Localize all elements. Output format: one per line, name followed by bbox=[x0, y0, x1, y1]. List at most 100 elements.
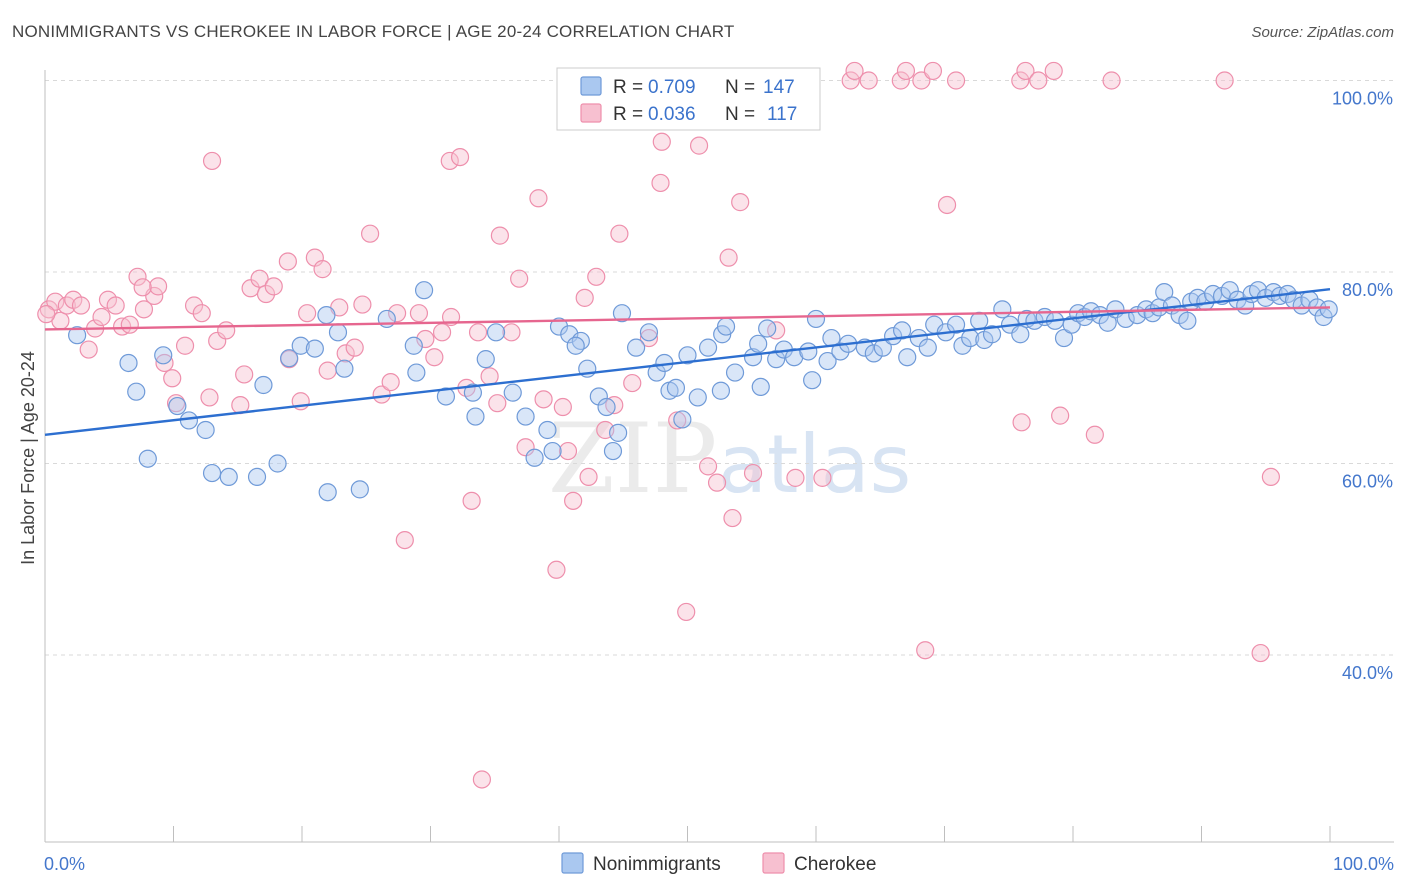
cherokee-point bbox=[318, 361, 337, 380]
nonimmigrants-point bbox=[758, 319, 777, 338]
correlation-legend: R = 0.709 N = 147 R = 0.036 N = 117 bbox=[556, 67, 821, 131]
nonimmigrants-point bbox=[751, 377, 770, 396]
cherokee-point bbox=[813, 468, 832, 487]
cherokee-point bbox=[510, 269, 529, 288]
cherokee-point bbox=[743, 463, 763, 483]
cherokee-point bbox=[409, 304, 429, 323]
bottom-legend-label-nonimmigrants: Nonimmigrants bbox=[593, 854, 721, 875]
nonimmigrants-point bbox=[317, 305, 336, 325]
cherokee-point bbox=[668, 411, 687, 430]
legend-n-value-nonimmigrants: 147 bbox=[763, 77, 795, 98]
nonimmigrants-point bbox=[503, 383, 522, 402]
cherokee-point bbox=[37, 305, 56, 324]
nonimmigrants-point bbox=[993, 300, 1012, 319]
nonimmigrants-point bbox=[560, 325, 579, 344]
cherokee-point bbox=[256, 284, 276, 304]
nonimmigrants-point bbox=[328, 323, 348, 342]
nonimmigrants-point bbox=[154, 346, 173, 365]
nonimmigrants-point bbox=[597, 397, 616, 417]
cherokee-point bbox=[610, 224, 629, 243]
cherokee-point bbox=[1011, 71, 1030, 90]
bottom-legend-swatch-cherokee bbox=[762, 852, 785, 874]
cherokee-point bbox=[553, 397, 572, 417]
nonimmigrants-point bbox=[818, 351, 837, 371]
cherokee-point bbox=[1044, 61, 1063, 81]
nonimmigrants-point bbox=[898, 348, 917, 367]
cherokee-point bbox=[1029, 71, 1048, 90]
cherokee-point bbox=[1261, 467, 1280, 487]
source-label: Source: ZipAtlas.com bbox=[1251, 24, 1394, 41]
cherokee-point bbox=[71, 296, 91, 315]
cherokee-point bbox=[361, 224, 380, 243]
nonimmigrants-point bbox=[612, 304, 632, 323]
legend-n-label-2: N = bbox=[725, 104, 755, 125]
cherokee-point bbox=[579, 467, 598, 487]
cherokee-point bbox=[425, 348, 444, 367]
nonimmigrants-point bbox=[127, 382, 146, 401]
nonimmigrants-point bbox=[291, 336, 310, 355]
nonimmigrants-point bbox=[538, 420, 557, 440]
cherokee-point bbox=[845, 61, 864, 81]
bottom-legend-swatch-nonimmigrants bbox=[561, 852, 584, 874]
cherokee-point bbox=[298, 304, 317, 323]
cherokee-point bbox=[200, 388, 219, 407]
nonimmigrants-point bbox=[414, 281, 434, 300]
nonimmigrants-point bbox=[666, 378, 686, 397]
nonimmigrants-point bbox=[803, 371, 822, 390]
nonimmigrants-point bbox=[318, 483, 337, 502]
cherokee-point bbox=[639, 328, 659, 348]
nonimmigrants-trend-line bbox=[44, 288, 1331, 436]
nonimmigrants-point bbox=[716, 317, 736, 336]
nonimmigrants-point bbox=[647, 363, 666, 382]
nonimmigrants-point bbox=[799, 342, 818, 361]
y-axis-label: In Labor Force | Age 20-24 bbox=[18, 351, 38, 565]
cherokee-point bbox=[767, 321, 786, 340]
cherokee-point bbox=[731, 193, 750, 212]
cherokee-point bbox=[1016, 61, 1035, 81]
cherokee-point bbox=[163, 369, 182, 388]
cherokee-point bbox=[786, 468, 805, 487]
axes bbox=[44, 70, 1394, 843]
cherokee-point bbox=[896, 61, 916, 81]
nonimmigrants-point bbox=[918, 338, 937, 357]
cherokee-point bbox=[916, 641, 935, 660]
nonimmigrants-point bbox=[864, 344, 883, 363]
nonimmigrants-point bbox=[168, 396, 187, 416]
cherokee-point bbox=[217, 321, 236, 340]
nonimmigrants-point bbox=[725, 363, 745, 382]
nonimmigrants-point bbox=[1319, 300, 1338, 319]
nonimmigrants-point bbox=[603, 441, 623, 461]
cherokee-point bbox=[432, 323, 452, 342]
cherokee-point bbox=[395, 530, 414, 550]
nonimmigrants-point bbox=[749, 334, 768, 353]
cherokee-point bbox=[313, 260, 332, 279]
y-tick-label-60: 60.0% bbox=[1342, 472, 1393, 492]
nonimmigrants-point bbox=[673, 410, 692, 429]
watermark: ZIP atlas bbox=[548, 403, 911, 515]
nonimmigrants-point bbox=[1220, 281, 1239, 300]
cherokee-point bbox=[502, 323, 521, 342]
nonimmigrants-point bbox=[466, 407, 485, 426]
cherokee-point bbox=[623, 373, 642, 393]
cherokee-point bbox=[707, 473, 727, 492]
legend-swatch-cherokee bbox=[580, 103, 602, 123]
cherokee-point bbox=[250, 269, 269, 288]
y-tick-label-100: 100.0% bbox=[1332, 89, 1393, 109]
nonimmigrants-point bbox=[1155, 283, 1174, 302]
cherokee-point bbox=[175, 336, 195, 355]
cherokee-point bbox=[516, 438, 535, 457]
nonimmigrants-point bbox=[436, 387, 456, 406]
nonimmigrants-point bbox=[1011, 325, 1030, 344]
nonimmigrants-point bbox=[280, 349, 299, 368]
cherokee-point bbox=[558, 441, 578, 461]
cherokee-point bbox=[652, 132, 671, 151]
nonimmigrants-point bbox=[688, 388, 707, 407]
cherokee-point bbox=[547, 560, 566, 579]
nonimmigrants-point bbox=[946, 315, 966, 334]
legend-n-label-1: N = bbox=[725, 77, 755, 98]
nonimmigrants-point bbox=[350, 480, 369, 499]
bottom-legend-label-cherokee: Cherokee bbox=[794, 854, 876, 875]
chart-title: NONIMMIGRANTS VS CHEROKEE IN LABOR FORCE… bbox=[12, 22, 735, 41]
cherokee-point bbox=[677, 602, 696, 622]
nonimmigrants-point bbox=[678, 346, 697, 365]
